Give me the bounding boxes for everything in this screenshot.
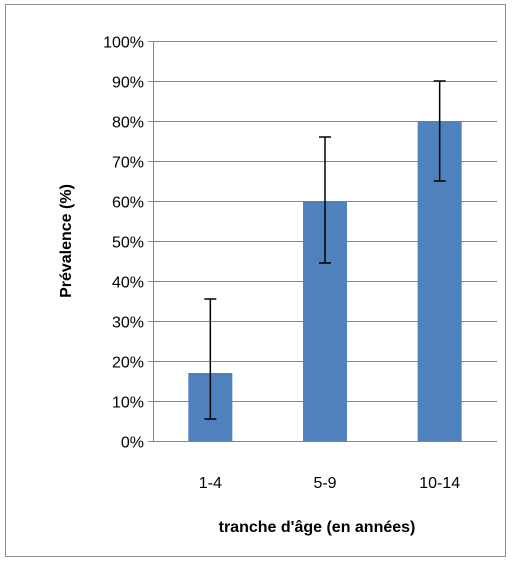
y-tick-label: 30% bbox=[112, 315, 144, 332]
y-axis-title: Prévalence (%) bbox=[58, 184, 75, 298]
x-axis-title: tranche d'âge (en années) bbox=[219, 519, 416, 536]
axes bbox=[148, 41, 497, 442]
x-tick-labels: 1-4 5-9 10-14 bbox=[199, 475, 460, 492]
y-tick-label: 20% bbox=[112, 355, 144, 372]
y-tick-label: 40% bbox=[112, 275, 144, 292]
y-tick-label: 70% bbox=[112, 155, 144, 172]
y-tick-label: 0% bbox=[121, 435, 144, 452]
x-tick-label: 1-4 bbox=[199, 475, 222, 492]
error-bars bbox=[204, 80, 446, 420]
y-tick-label: 100% bbox=[103, 35, 144, 52]
x-tick-label: 10-14 bbox=[419, 475, 460, 492]
y-tick-label: 90% bbox=[112, 75, 144, 92]
y-tick-label: 10% bbox=[112, 395, 144, 412]
y-tick-label: 80% bbox=[112, 115, 144, 132]
y-tick-label: 60% bbox=[112, 195, 144, 212]
y-tick-labels: 0% 10% 20% 30% 40% 50% 60% 70% 80% 90% 100% bbox=[103, 35, 144, 452]
y-tick-label: 50% bbox=[112, 235, 144, 252]
x-tick-label: 5-9 bbox=[313, 475, 336, 492]
